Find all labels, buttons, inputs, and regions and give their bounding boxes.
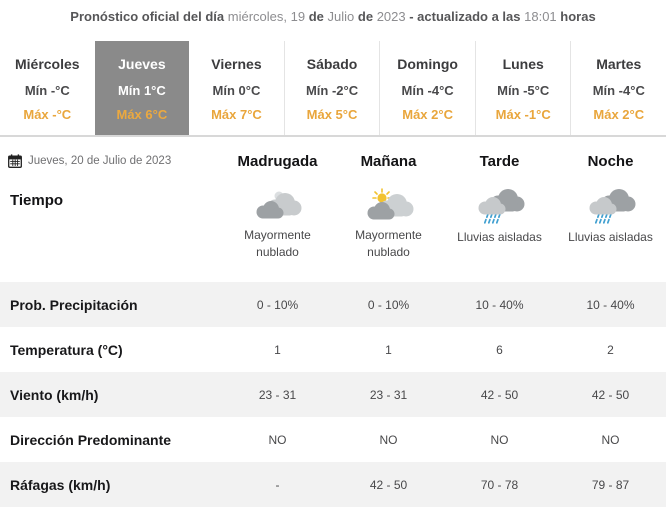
tab-viernes[interactable]: Viernes Mín 0°C Máx 7°C bbox=[189, 41, 284, 135]
tab-max-temp: Máx 2°C bbox=[593, 107, 645, 122]
period-header-tarde: Tarde bbox=[479, 152, 520, 170]
tab-domingo[interactable]: Domingo Mín -4°C Máx 2°C bbox=[379, 41, 475, 135]
tab-max-temp: Máx 5°C bbox=[306, 107, 358, 122]
period-header-madrugada: Madrugada bbox=[237, 152, 318, 170]
calendar-icon bbox=[8, 154, 22, 168]
table-row-wind-direction: Dirección Predominante NO NO NO NO bbox=[0, 417, 666, 462]
tab-day-label: Jueves bbox=[118, 56, 166, 72]
tiempo-row-label: Tiempo bbox=[10, 192, 64, 209]
tab-min-temp: Mín 1°C bbox=[117, 83, 166, 98]
tab-day-label: Martes bbox=[596, 56, 642, 72]
tab-day-label: Miércoles bbox=[14, 56, 80, 72]
row-value: NO bbox=[379, 432, 398, 447]
row-value: 23 - 31 bbox=[258, 387, 297, 402]
condition-madrugada: Mayormente nublado bbox=[222, 185, 333, 262]
tab-miercoles[interactable]: Miércoles Mín -°C Máx -°C bbox=[0, 41, 95, 135]
row-value: 10 - 40% bbox=[475, 297, 524, 312]
condition-manana: Mayormente nublado bbox=[333, 185, 444, 262]
row-value: - bbox=[275, 477, 280, 492]
date-label: Jueves, 20 de Julio de 2023 bbox=[28, 155, 172, 167]
title-segment: Pronóstico oficial del día bbox=[70, 9, 225, 24]
condition-noche: Lluvias aisladas bbox=[555, 185, 666, 246]
partly-sunny-icon bbox=[367, 188, 413, 220]
tab-martes[interactable]: Martes Mín -4°C Máx 2°C bbox=[570, 41, 666, 135]
row-value: NO bbox=[490, 432, 509, 447]
row-label: Ráfagas (km/h) bbox=[10, 476, 111, 493]
row-value: 2 bbox=[607, 342, 614, 357]
tab-min-temp: Mín -4°C bbox=[401, 83, 454, 98]
row-label: Dirección Predominante bbox=[10, 431, 172, 448]
tab-min-temp: Mín -4°C bbox=[592, 83, 645, 98]
tab-min-temp: Mín -2°C bbox=[305, 83, 359, 98]
row-label: Temperatura (°C) bbox=[10, 341, 123, 358]
condition-text: Lluvias aisladas bbox=[568, 230, 653, 244]
tab-min-temp: Mín 0°C bbox=[212, 83, 261, 98]
title-segment: 2023 bbox=[376, 9, 406, 24]
title-segment: miércoles, 19 bbox=[227, 9, 306, 24]
isolated-rain-icon bbox=[589, 189, 635, 226]
row-value: 0 - 10% bbox=[256, 297, 299, 312]
title-segment: de bbox=[357, 9, 374, 24]
tab-max-temp: Máx 6°C bbox=[116, 107, 168, 122]
row-value: NO bbox=[601, 432, 620, 447]
tab-min-temp: Mín -5°C bbox=[497, 83, 550, 98]
page-title: Pronóstico oficial del día miércoles, 19… bbox=[0, 0, 666, 24]
tab-max-temp: Máx -°C bbox=[23, 107, 72, 122]
condition-text: Lluvias aisladas bbox=[457, 230, 542, 244]
table-row-wind: Viento (km/h) 23 - 31 23 - 31 42 - 50 42… bbox=[0, 372, 666, 417]
tab-min-temp: Mín -°C bbox=[24, 83, 70, 98]
title-segment: horas bbox=[560, 9, 596, 24]
row-label: Prob. Precipitación bbox=[10, 296, 138, 313]
row-value: 1 bbox=[385, 342, 392, 357]
tab-day-label: Sábado bbox=[306, 56, 358, 72]
tab-max-temp: Máx -1°C bbox=[495, 107, 551, 122]
tab-day-label: Domingo bbox=[397, 56, 458, 72]
row-value: 1 bbox=[274, 342, 281, 357]
period-header-noche: Noche bbox=[587, 152, 634, 170]
tab-day-label: Viernes bbox=[211, 56, 262, 72]
row-value: 6 bbox=[496, 342, 503, 357]
isolated-rain-icon bbox=[478, 189, 524, 226]
condition-tarde: Lluvias aisladas bbox=[444, 185, 555, 246]
tab-jueves-selected[interactable]: Jueves Mín 1°C Máx 6°C bbox=[94, 41, 190, 135]
conditions-row: Tiempo bbox=[0, 185, 666, 282]
row-value: 42 - 50 bbox=[480, 387, 519, 402]
row-label: Viento (km/h) bbox=[10, 386, 99, 403]
row-value: 42 - 50 bbox=[369, 477, 408, 492]
selected-date: Jueves, 20 de Julio de 2023 bbox=[0, 154, 222, 168]
row-value: 0 - 10% bbox=[367, 297, 410, 312]
condition-text: Mayormente nublado bbox=[244, 228, 311, 260]
day-tabs: Miércoles Mín -°C Máx -°C Jueves Mín 1°C… bbox=[0, 41, 666, 137]
tab-lunes[interactable]: Lunes Mín -5°C Máx -1°C bbox=[474, 41, 571, 135]
row-value: 70 - 78 bbox=[480, 477, 519, 492]
table-row-gusts: Ráfagas (km/h) - 42 - 50 70 - 78 79 - 87 bbox=[0, 462, 666, 507]
tab-max-temp: Máx 2°C bbox=[402, 107, 453, 122]
row-value: 42 - 50 bbox=[591, 387, 630, 402]
title-segment: Julio bbox=[327, 9, 355, 24]
row-value: 23 - 31 bbox=[369, 387, 408, 402]
title-segment: de bbox=[308, 9, 324, 24]
title-segment: - actualizado a las bbox=[409, 9, 521, 24]
row-value: 79 - 87 bbox=[591, 477, 630, 492]
table-row-temperature: Temperatura (°C) 1 1 6 2 bbox=[0, 327, 666, 372]
period-header-manana: Mañana bbox=[360, 152, 417, 170]
row-value: NO bbox=[268, 432, 287, 447]
condition-text: Mayormente nublado bbox=[355, 228, 422, 260]
table-row-precipitation: Prob. Precipitación 0 - 10% 0 - 10% 10 -… bbox=[0, 282, 666, 327]
tab-day-label: Lunes bbox=[502, 56, 544, 72]
title-segment: 18:01 bbox=[524, 9, 557, 24]
period-header-row: Jueves, 20 de Julio de 2023 Madrugada Ma… bbox=[0, 137, 666, 185]
mostly-cloudy-icon bbox=[256, 191, 301, 219]
tab-sabado[interactable]: Sábado Mín -2°C Máx 5°C bbox=[283, 41, 380, 135]
row-value: 10 - 40% bbox=[586, 297, 635, 312]
tab-max-temp: Máx 7°C bbox=[211, 107, 262, 122]
